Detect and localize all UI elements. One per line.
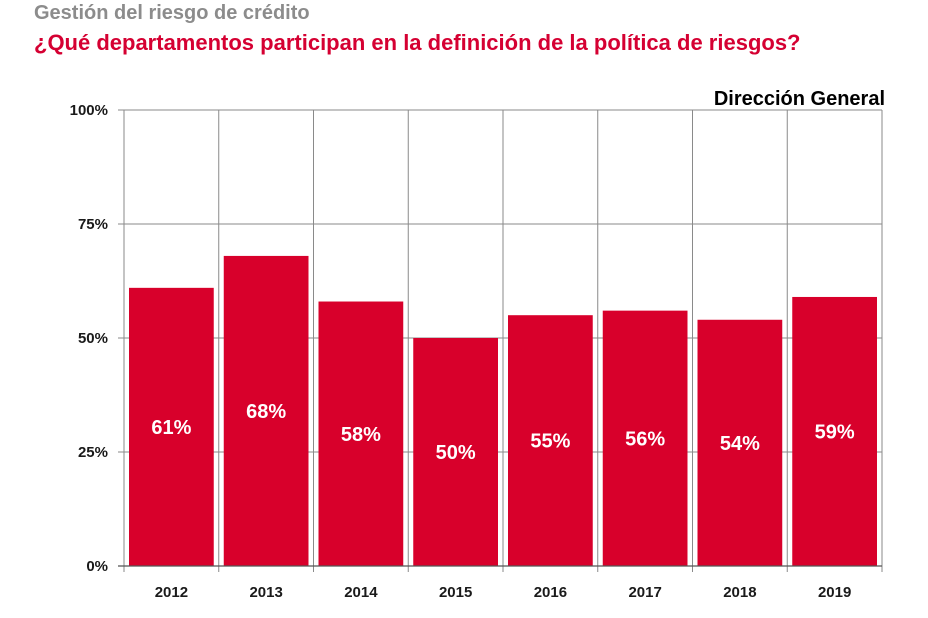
bar-value-label: 58% — [341, 424, 381, 446]
bar — [318, 301, 404, 566]
bar — [413, 338, 498, 566]
x-tick-label: 2014 — [344, 584, 378, 601]
bar — [602, 310, 688, 566]
series-label: Dirección General — [714, 88, 885, 110]
bars-layer: 61% 68% 58% 50% 55% 56% 54% 59% — [129, 255, 877, 567]
x-tick-label: 2012 — [155, 584, 188, 601]
y-tick-label: 50% — [78, 330, 108, 347]
bar-value-label: 61% — [151, 417, 191, 439]
x-tick-label: 2013 — [249, 584, 282, 601]
y-tick-label: 100% — [70, 102, 108, 119]
bar — [697, 319, 783, 566]
bar — [129, 287, 214, 566]
x-tick-label: 2017 — [628, 584, 661, 601]
bar-value-label: 54% — [720, 433, 760, 455]
bar-value-label: 50% — [436, 442, 476, 464]
chart-supertitle: Gestión del riesgo de crédito — [34, 2, 310, 24]
bar-value-label: 59% — [815, 421, 855, 443]
y-tick-label: 75% — [78, 216, 108, 233]
x-tick-label: 2019 — [818, 584, 851, 601]
axis-layer: 0% 25% 50% 75% 100% 2012 2013 2014 2015 2016 2017 2… — [70, 102, 882, 601]
y-tick-label: 25% — [78, 444, 108, 461]
bar-value-label: 55% — [530, 431, 570, 453]
bar — [792, 296, 877, 566]
bar-value-label: 68% — [246, 401, 286, 423]
x-tick-label: 2015 — [439, 584, 472, 601]
chart-title: ¿Qué departamentos participan en la defi… — [34, 30, 801, 55]
x-tick-label: 2016 — [534, 584, 567, 601]
bar — [223, 255, 309, 567]
bar-value-label: 56% — [625, 428, 665, 450]
x-tick-label: 2018 — [723, 584, 756, 601]
bar — [508, 315, 593, 566]
y-tick-label: 0% — [86, 558, 108, 575]
